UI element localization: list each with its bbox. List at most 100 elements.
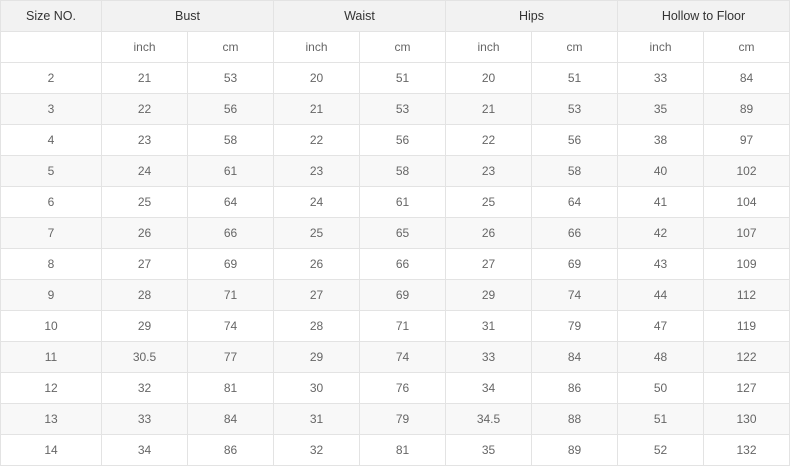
table-row: 8 27 69 26 66 27 69 43 109 [0, 248, 790, 280]
bust-inch-cell: 34 [101, 434, 188, 466]
hips-inch-cell: 33 [445, 341, 532, 373]
waist-cm-cell: 66 [359, 248, 446, 280]
unit-inch: inch [273, 31, 360, 63]
bust-inch-cell: 26 [101, 217, 188, 249]
waist-cm-cell: 71 [359, 310, 446, 342]
hips-cm-cell: 74 [531, 279, 618, 311]
hips-inch-cell: 26 [445, 217, 532, 249]
unit-cm: cm [359, 31, 446, 63]
bust-inch-cell: 25 [101, 186, 188, 218]
size-cell: 4 [0, 124, 102, 156]
hips-inch-cell: 20 [445, 62, 532, 94]
hollow-cm-cell: 119 [703, 310, 790, 342]
hips-cm-cell: 66 [531, 217, 618, 249]
hollow-cm-cell: 102 [703, 155, 790, 187]
bust-cm-cell: 81 [187, 372, 274, 404]
waist-inch-cell: 24 [273, 186, 360, 218]
unit-inch: inch [445, 31, 532, 63]
hips-cm-cell: 79 [531, 310, 618, 342]
bust-inch-cell: 27 [101, 248, 188, 280]
hollow-cm-cell: 132 [703, 434, 790, 466]
bust-inch-cell: 33 [101, 403, 188, 435]
hips-cm-cell: 64 [531, 186, 618, 218]
waist-inch-cell: 32 [273, 434, 360, 466]
hollow-cm-cell: 109 [703, 248, 790, 280]
hollow-inch-cell: 50 [617, 372, 704, 404]
bust-inch-cell: 24 [101, 155, 188, 187]
bust-cm-cell: 74 [187, 310, 274, 342]
table-row: 7 26 66 25 65 26 66 42 107 [0, 217, 790, 249]
hips-cm-cell: 86 [531, 372, 618, 404]
hollow-cm-cell: 84 [703, 62, 790, 94]
waist-inch-cell: 29 [273, 341, 360, 373]
unit-row: inch cm inch cm inch cm inch cm [0, 31, 790, 63]
bust-cm-cell: 64 [187, 186, 274, 218]
hollow-inch-cell: 40 [617, 155, 704, 187]
waist-cm-cell: 58 [359, 155, 446, 187]
hollow-inch-cell: 47 [617, 310, 704, 342]
waist-inch-cell: 23 [273, 155, 360, 187]
bust-inch-cell: 28 [101, 279, 188, 311]
table-row: 2 21 53 20 51 20 51 33 84 [0, 62, 790, 94]
table-row: 11 30.5 77 29 74 33 84 48 122 [0, 341, 790, 373]
bust-cm-cell: 77 [187, 341, 274, 373]
header-row: Size NO. Bust Waist Hips Hollow to Floor [0, 0, 790, 32]
waist-inch-cell: 28 [273, 310, 360, 342]
waist-inch-cell: 25 [273, 217, 360, 249]
hollow-to-floor-header: Hollow to Floor [617, 0, 790, 32]
table-row: 14 34 86 32 81 35 89 52 132 [0, 434, 790, 466]
hollow-cm-cell: 89 [703, 93, 790, 125]
bust-inch-cell: 30.5 [101, 341, 188, 373]
size-cell: 6 [0, 186, 102, 218]
size-cell: 9 [0, 279, 102, 311]
waist-header: Waist [273, 0, 446, 32]
hollow-cm-cell: 112 [703, 279, 790, 311]
waist-cm-cell: 81 [359, 434, 446, 466]
hips-cm-cell: 51 [531, 62, 618, 94]
hips-cm-cell: 88 [531, 403, 618, 435]
bust-inch-cell: 22 [101, 93, 188, 125]
table-row: 5 24 61 23 58 23 58 40 102 [0, 155, 790, 187]
hips-cm-cell: 53 [531, 93, 618, 125]
table-row: 10 29 74 28 71 31 79 47 119 [0, 310, 790, 342]
size-cell: 5 [0, 155, 102, 187]
hips-header: Hips [445, 0, 618, 32]
size-cell: 2 [0, 62, 102, 94]
waist-cm-cell: 65 [359, 217, 446, 249]
hollow-inch-cell: 48 [617, 341, 704, 373]
waist-cm-cell: 56 [359, 124, 446, 156]
hips-cm-cell: 69 [531, 248, 618, 280]
bust-cm-cell: 71 [187, 279, 274, 311]
bust-cm-cell: 66 [187, 217, 274, 249]
hips-cm-cell: 58 [531, 155, 618, 187]
hips-inch-cell: 27 [445, 248, 532, 280]
waist-inch-cell: 22 [273, 124, 360, 156]
size-cell: 12 [0, 372, 102, 404]
hips-cm-cell: 89 [531, 434, 618, 466]
table-row: 3 22 56 21 53 21 53 35 89 [0, 93, 790, 125]
hollow-inch-cell: 52 [617, 434, 704, 466]
waist-cm-cell: 53 [359, 93, 446, 125]
waist-cm-cell: 51 [359, 62, 446, 94]
hips-cm-cell: 84 [531, 341, 618, 373]
waist-inch-cell: 27 [273, 279, 360, 311]
size-header: Size NO. [0, 0, 102, 32]
waist-inch-cell: 30 [273, 372, 360, 404]
waist-inch-cell: 20 [273, 62, 360, 94]
bust-cm-cell: 56 [187, 93, 274, 125]
bust-header: Bust [101, 0, 274, 32]
bust-inch-cell: 23 [101, 124, 188, 156]
bust-cm-cell: 53 [187, 62, 274, 94]
unit-inch: inch [101, 31, 188, 63]
waist-inch-cell: 31 [273, 403, 360, 435]
hollow-inch-cell: 42 [617, 217, 704, 249]
bust-cm-cell: 69 [187, 248, 274, 280]
hollow-inch-cell: 38 [617, 124, 704, 156]
hollow-cm-cell: 127 [703, 372, 790, 404]
table-row: 9 28 71 27 69 29 74 44 112 [0, 279, 790, 311]
waist-inch-cell: 21 [273, 93, 360, 125]
size-cell: 7 [0, 217, 102, 249]
bust-cm-cell: 84 [187, 403, 274, 435]
hollow-cm-cell: 130 [703, 403, 790, 435]
hollow-cm-cell: 104 [703, 186, 790, 218]
